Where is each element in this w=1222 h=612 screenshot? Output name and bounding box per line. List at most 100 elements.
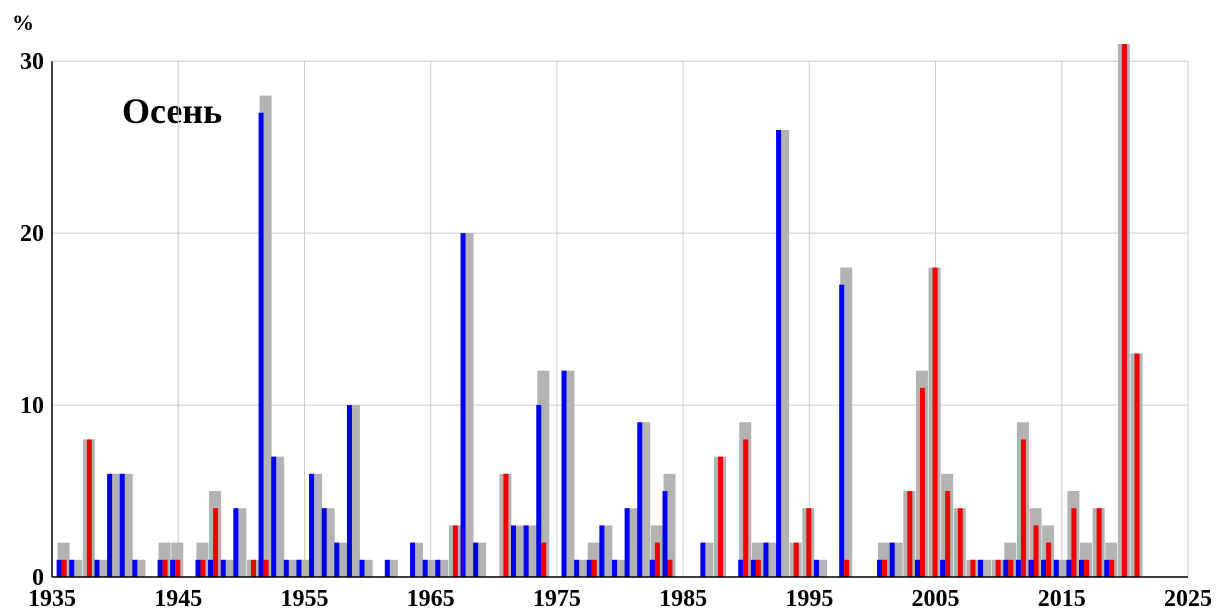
bar xyxy=(776,129,782,577)
bar xyxy=(793,542,799,577)
bar xyxy=(435,559,441,577)
y-tick-label: 30 xyxy=(20,49,44,75)
bar xyxy=(1015,559,1021,577)
bar xyxy=(919,387,925,577)
bar xyxy=(309,473,315,577)
bar xyxy=(932,267,938,577)
bar xyxy=(574,559,580,577)
bar xyxy=(914,559,920,577)
bar xyxy=(637,422,643,577)
y-tick-label: 0 xyxy=(32,565,44,591)
x-tick-label: 2015 xyxy=(1038,586,1086,612)
bar xyxy=(1020,439,1026,577)
bar xyxy=(882,559,888,577)
bar xyxy=(200,559,206,577)
bar xyxy=(195,559,201,577)
bar xyxy=(717,456,723,577)
bar xyxy=(536,405,542,577)
bar xyxy=(649,559,655,577)
bar xyxy=(220,559,226,577)
bar xyxy=(503,473,509,577)
bar xyxy=(1033,525,1039,577)
bar xyxy=(978,559,984,577)
bar xyxy=(410,542,416,577)
bar xyxy=(667,559,673,577)
bar xyxy=(1003,559,1009,577)
y-axis-label: % xyxy=(12,10,34,35)
annotation: Осень xyxy=(122,91,222,131)
bar xyxy=(591,559,597,577)
bar xyxy=(945,491,951,577)
bar xyxy=(970,559,976,577)
y-tick-label: 20 xyxy=(20,221,44,247)
bar xyxy=(907,491,913,577)
bar xyxy=(940,559,946,577)
bar xyxy=(170,559,176,577)
x-tick-label: 1945 xyxy=(154,586,202,612)
bar xyxy=(1028,559,1034,577)
bar xyxy=(1053,559,1059,577)
bar xyxy=(359,559,365,577)
bar xyxy=(460,233,466,577)
x-tick-label: 1985 xyxy=(659,586,707,612)
bar xyxy=(743,439,749,577)
bar xyxy=(296,559,302,577)
bar xyxy=(258,112,264,577)
bar xyxy=(624,508,630,577)
bar xyxy=(452,525,458,577)
bar xyxy=(877,559,883,577)
bar xyxy=(839,284,845,577)
bar xyxy=(132,559,138,577)
bar xyxy=(175,559,181,577)
bar xyxy=(612,559,617,577)
x-tick-label: 1975 xyxy=(533,586,581,612)
bar xyxy=(157,559,163,577)
bar xyxy=(738,559,744,577)
bar xyxy=(384,559,390,577)
bar xyxy=(995,559,1001,577)
bar xyxy=(1008,559,1014,577)
bar xyxy=(422,559,428,577)
bar xyxy=(1079,559,1085,577)
bar xyxy=(511,525,517,577)
bar xyxy=(208,559,214,577)
bar xyxy=(1104,559,1110,577)
bar xyxy=(1134,353,1140,577)
x-tick-label: 1965 xyxy=(407,586,455,612)
bar xyxy=(233,508,239,577)
bar xyxy=(271,456,277,577)
bar xyxy=(86,439,92,577)
bar xyxy=(263,559,269,577)
bar xyxy=(662,491,668,577)
x-tick-label: 2005 xyxy=(912,586,960,612)
bar xyxy=(755,559,761,577)
bar xyxy=(250,559,256,577)
bar xyxy=(700,542,706,577)
bar xyxy=(1041,559,1047,577)
bar xyxy=(586,559,592,577)
x-tick-label: 1955 xyxy=(280,586,328,612)
bar xyxy=(806,508,812,577)
bar xyxy=(1121,44,1127,577)
y-tick-label: 10 xyxy=(20,393,44,419)
bar xyxy=(889,542,895,577)
bar xyxy=(94,559,100,577)
bar xyxy=(957,508,963,577)
bar xyxy=(813,559,819,577)
bar xyxy=(61,559,67,577)
bar xyxy=(1109,559,1115,577)
bar xyxy=(162,559,168,577)
bar xyxy=(1066,559,1072,577)
bar xyxy=(523,525,529,577)
bar xyxy=(56,559,62,577)
bar xyxy=(1071,508,1077,577)
bar xyxy=(654,542,660,577)
bar xyxy=(69,559,75,577)
x-tick-label: 2025 xyxy=(1164,586,1212,612)
x-tick-label: 1995 xyxy=(785,586,833,612)
bar xyxy=(473,542,479,577)
bar xyxy=(541,542,547,577)
bar xyxy=(561,370,567,577)
bar xyxy=(321,508,327,577)
bar xyxy=(750,559,756,577)
